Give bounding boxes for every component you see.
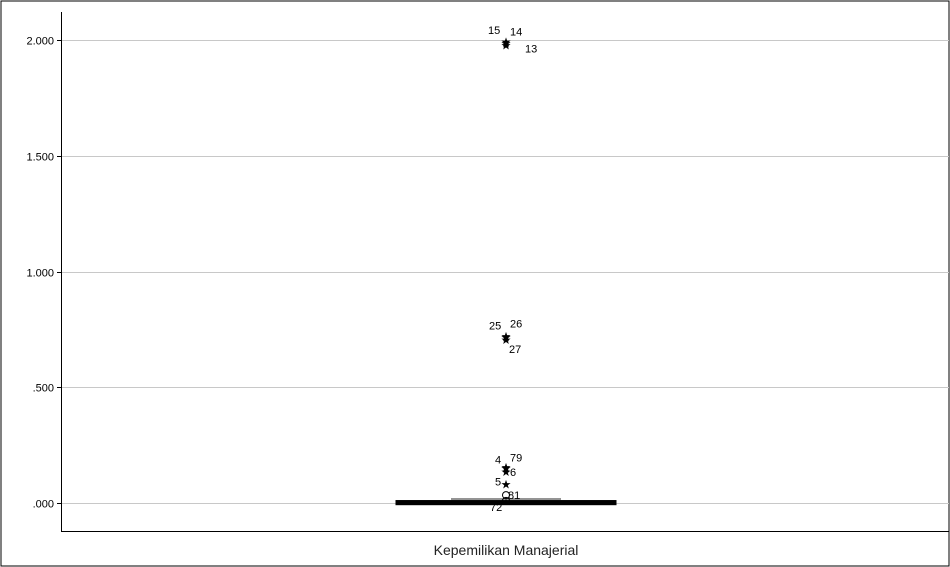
outlier-point-81: 81 <box>502 490 520 502</box>
outlier-point-72: 72 <box>490 496 510 514</box>
star-marker: ★ <box>501 333 512 347</box>
star-marker: ★ <box>501 36 512 50</box>
star-marker: ★ <box>501 460 512 474</box>
star-marker: ★ <box>501 331 512 345</box>
outlier-label: 81 <box>508 490 520 502</box>
axes <box>61 12 949 532</box>
outlier-point-6: ★6 <box>501 465 517 479</box>
star-marker: ★ <box>501 329 512 343</box>
axis-layer: .000 .500 1.000 1.500 2.000 <box>26 12 949 532</box>
outlier-label: 26 <box>510 318 522 330</box>
y-tick-label-2: 1.000 <box>26 268 54 280</box>
star-marker: ★ <box>501 478 512 492</box>
outlier-label: 14 <box>510 26 522 38</box>
outlier-point-14: ★14 <box>501 26 523 50</box>
circle-marker <box>502 491 510 500</box>
outlier-point-13: ★ 13 <box>501 39 538 56</box>
outlier-point-4: ★4 <box>495 454 511 474</box>
x-category-label: Kepemilikan Manajerial <box>434 542 579 558</box>
y-tick-label-4: 2.000 <box>26 36 54 48</box>
outlier-label: 79 <box>510 452 522 464</box>
y-tick-label-3: 1.500 <box>26 152 54 164</box>
outlier-point-15: ★15 <box>488 25 511 49</box>
outlier-label: 72 <box>490 502 502 514</box>
y-tick-label-0: .000 <box>33 499 54 511</box>
outlier-point-26: ★26 <box>501 318 523 343</box>
outlier-label: 27 <box>509 344 521 356</box>
outlier-point-25: ★25 <box>489 321 511 345</box>
circle-marker <box>502 496 510 505</box>
outlier-label: 25 <box>489 321 501 333</box>
outlier-label: 13 <box>525 44 537 56</box>
star-marker: ★ <box>501 461 512 475</box>
outlier-label: 15 <box>488 25 500 37</box>
grid-layer <box>61 40 949 504</box>
outlier-label: 5 <box>495 477 501 489</box>
outlier-point-79: ★79 <box>501 452 523 475</box>
y-tick-label-1: .500 <box>33 383 54 395</box>
outlier-point-27: ★27 <box>501 333 522 356</box>
star-marker: ★ <box>501 35 512 49</box>
outlier-point-5: ★5 <box>495 477 511 492</box>
star-marker: ★ <box>501 39 512 53</box>
outlier-label: 4 <box>495 454 501 466</box>
outlier-label: 6 <box>510 467 516 479</box>
star-marker: ★ <box>501 465 512 479</box>
